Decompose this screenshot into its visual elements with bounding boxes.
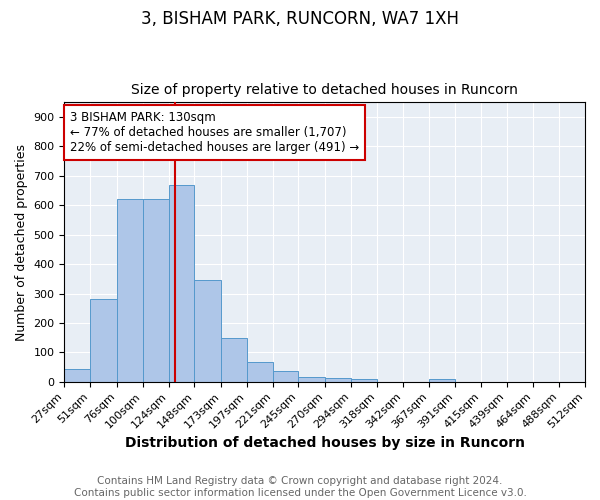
Bar (351, 379, 377, 382)
Bar (143, 200, 169, 382)
Title: Size of property relative to detached houses in Runcorn: Size of property relative to detached ho… (131, 83, 518, 97)
Bar (221, 338, 247, 382)
X-axis label: Distribution of detached houses by size in Runcorn: Distribution of detached houses by size … (125, 436, 525, 450)
Text: Contains HM Land Registry data © Crown copyright and database right 2024.
Contai: Contains HM Land Registry data © Crown c… (74, 476, 526, 498)
Bar (272, 372, 298, 382)
Bar (194, 280, 221, 382)
Bar (325, 378, 351, 382)
Bar (430, 379, 455, 382)
Bar (298, 378, 325, 382)
Text: 3 BISHAM PARK: 130sqm
← 77% of detached houses are smaller (1,707)
22% of semi-d: 3 BISHAM PARK: 130sqm ← 77% of detached … (70, 110, 359, 154)
Text: 3, BISHAM PARK, RUNCORN, WA7 1XH: 3, BISHAM PARK, RUNCORN, WA7 1XH (141, 10, 459, 28)
Bar (169, 184, 194, 382)
Bar (117, 200, 143, 382)
Y-axis label: Number of detached properties: Number of detached properties (15, 144, 28, 340)
Bar (247, 362, 272, 382)
Bar (90, 300, 117, 382)
Bar (64, 368, 90, 382)
